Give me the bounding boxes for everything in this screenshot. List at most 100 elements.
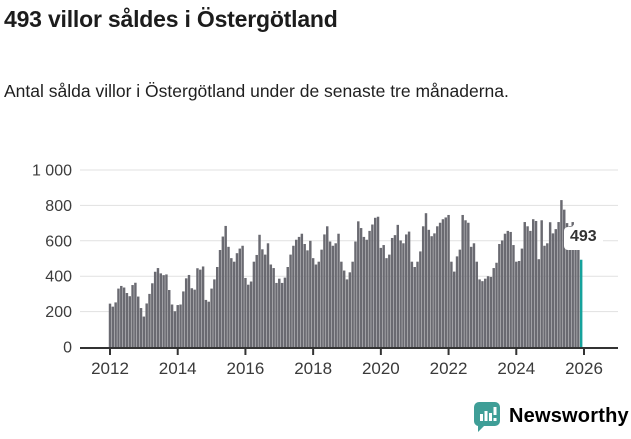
bar xyxy=(193,289,196,347)
y-tick-label: 600 xyxy=(45,233,72,250)
bar xyxy=(252,261,256,347)
bar xyxy=(114,302,117,347)
bar xyxy=(416,261,419,347)
bar xyxy=(128,296,131,347)
bar xyxy=(156,268,160,347)
bar xyxy=(244,277,247,347)
bar xyxy=(402,243,405,347)
bar xyxy=(531,219,535,347)
bar xyxy=(173,311,177,347)
bar xyxy=(568,226,572,347)
bar xyxy=(498,243,501,347)
bar xyxy=(390,237,394,347)
bar xyxy=(351,261,354,347)
bar xyxy=(557,222,560,347)
bar xyxy=(151,283,154,347)
bar xyxy=(469,246,473,347)
bar xyxy=(263,254,267,347)
bar xyxy=(461,214,464,347)
bar xyxy=(368,230,371,347)
bar xyxy=(278,278,281,347)
bar xyxy=(388,254,391,347)
bar xyxy=(196,268,199,348)
newsworthy-logo[interactable]: Newsworthy xyxy=(474,401,629,432)
bar xyxy=(509,231,512,347)
bar xyxy=(170,304,174,347)
bar xyxy=(314,264,318,347)
bar xyxy=(215,267,219,347)
bar xyxy=(145,303,148,347)
bar xyxy=(523,222,526,347)
bar xyxy=(168,290,171,347)
bar xyxy=(371,224,374,347)
bar xyxy=(184,278,188,347)
bar xyxy=(328,241,332,347)
bar xyxy=(500,240,504,347)
bar xyxy=(125,293,129,347)
bar xyxy=(176,305,179,347)
bar xyxy=(540,220,543,347)
bar xyxy=(159,273,163,347)
y-tick-label: 0 xyxy=(63,340,72,357)
bar xyxy=(365,239,368,347)
bar xyxy=(486,276,490,347)
bar xyxy=(136,296,140,348)
bar xyxy=(317,261,321,347)
bar xyxy=(238,248,242,347)
bar xyxy=(379,247,383,347)
bar xyxy=(433,233,436,347)
bar xyxy=(275,282,278,347)
bar xyxy=(213,279,216,347)
bar xyxy=(165,274,168,347)
bar xyxy=(427,229,431,347)
bar xyxy=(320,249,323,347)
bar xyxy=(362,236,366,347)
bar xyxy=(430,236,433,347)
bar xyxy=(506,230,510,347)
bar xyxy=(512,245,515,347)
bar xyxy=(520,248,524,347)
bar xyxy=(447,214,450,347)
bar xyxy=(241,245,244,347)
bar xyxy=(190,288,194,347)
y-tick-label: 200 xyxy=(45,304,72,321)
bar xyxy=(261,249,264,347)
bar xyxy=(286,267,289,347)
bar xyxy=(235,253,239,347)
bar xyxy=(117,288,120,347)
x-tick-label: 2022 xyxy=(430,359,468,378)
bar xyxy=(560,200,563,347)
bar xyxy=(577,244,580,347)
bar xyxy=(563,209,566,347)
value-callout: 493 xyxy=(564,222,603,250)
bar xyxy=(139,308,143,347)
bar xyxy=(294,239,298,347)
bar xyxy=(148,293,151,347)
bar xyxy=(354,241,357,347)
x-tick-label: 2026 xyxy=(565,359,603,378)
bar xyxy=(492,268,495,347)
bar xyxy=(441,219,445,347)
bar xyxy=(153,271,157,347)
bar xyxy=(230,258,233,347)
bar xyxy=(218,250,222,347)
bar xyxy=(571,222,574,347)
bar xyxy=(266,243,270,347)
bar xyxy=(221,236,225,347)
bar xyxy=(309,240,312,347)
bar xyxy=(323,234,326,347)
bar xyxy=(548,222,552,347)
bar xyxy=(111,306,115,347)
bar xyxy=(543,245,546,347)
bar xyxy=(407,231,411,347)
y-tick-label: 800 xyxy=(45,198,72,215)
bar xyxy=(376,216,380,347)
x-tick-label: 2018 xyxy=(294,359,332,378)
x-tick-label: 2016 xyxy=(227,359,265,378)
bar xyxy=(232,261,236,347)
bar xyxy=(478,279,481,347)
x-tick-label: 2014 xyxy=(159,359,197,378)
bar xyxy=(342,270,346,347)
bar xyxy=(565,223,569,347)
bar xyxy=(396,224,400,347)
